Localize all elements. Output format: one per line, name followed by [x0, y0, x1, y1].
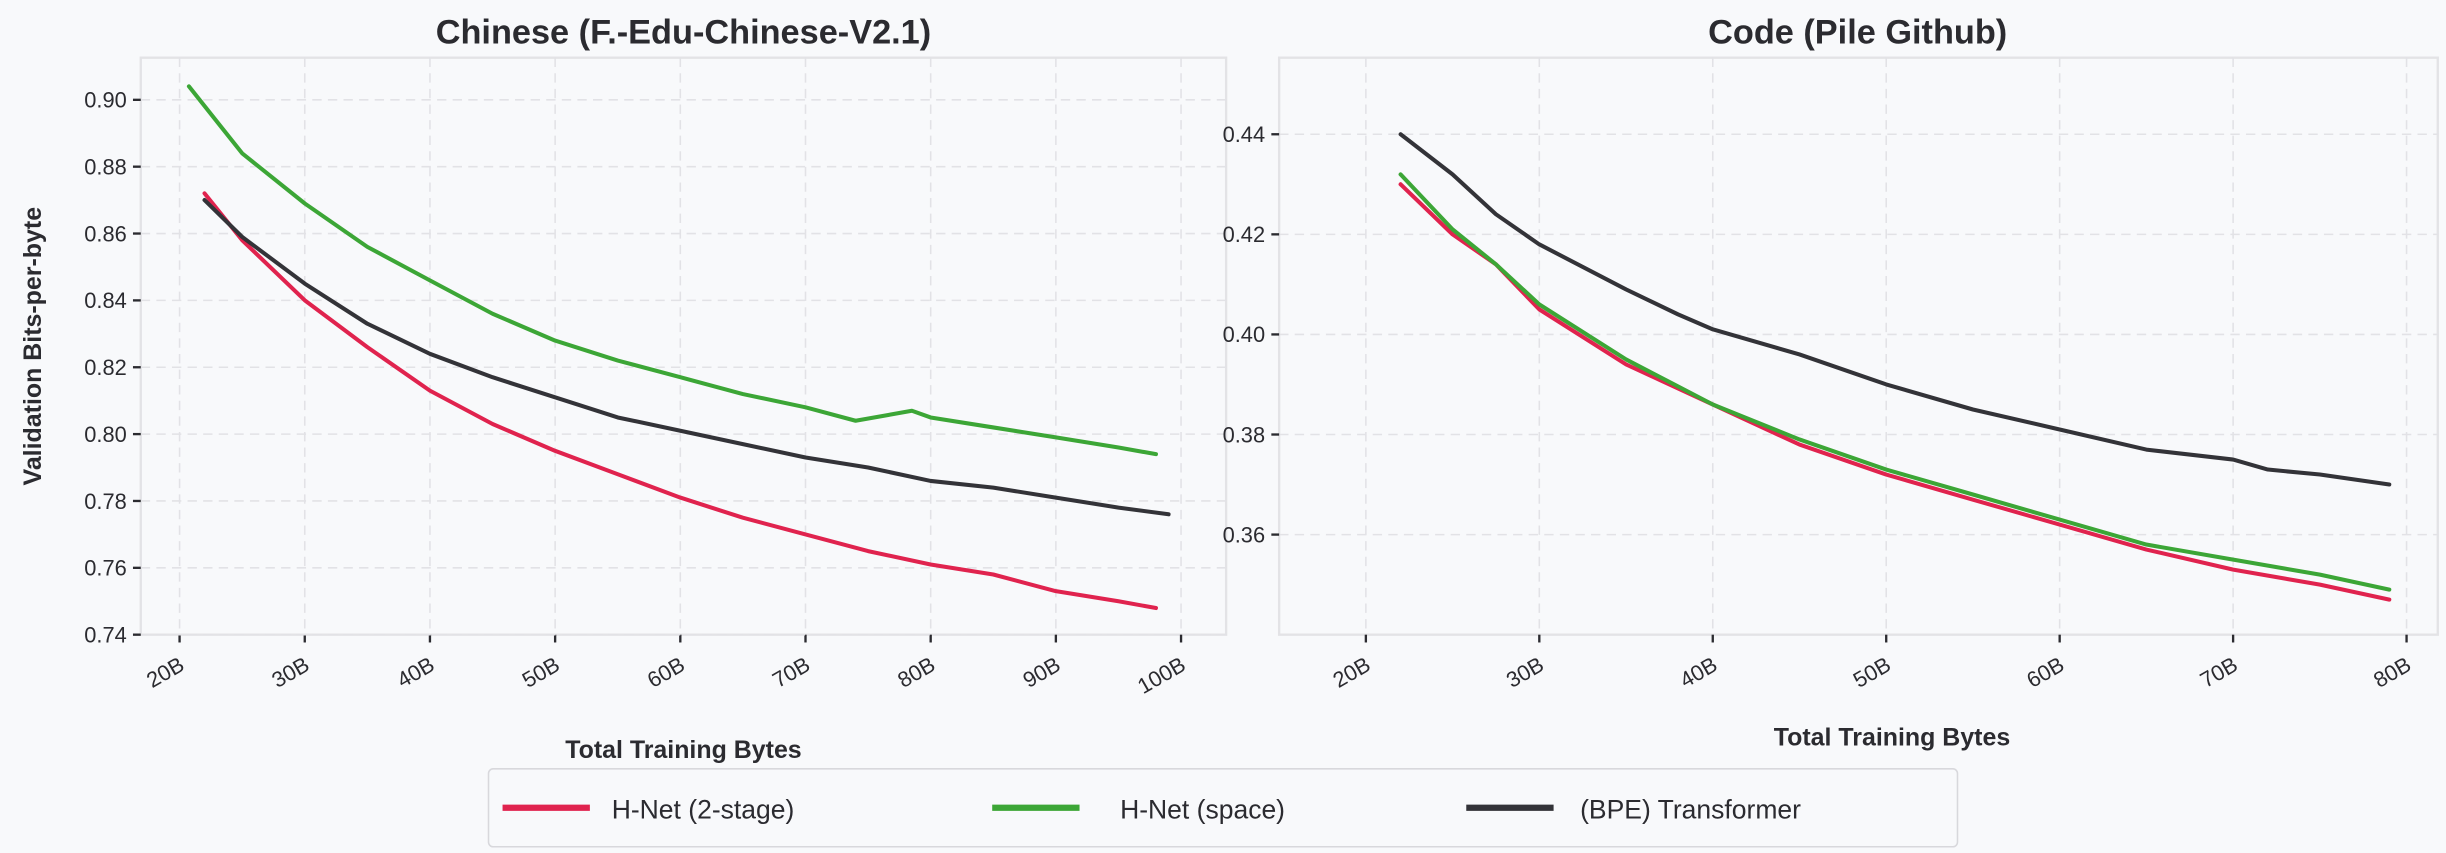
legend-frame: [487, 768, 1959, 848]
x-axis-label: Total Training Bytes: [1774, 723, 2010, 751]
x-tick-label: 30B: [267, 652, 313, 693]
x-tick-label: 20B: [1328, 652, 1374, 693]
x-tick-label: 50B: [518, 652, 564, 693]
y-tick-label: 0.76: [84, 556, 126, 581]
x-tick-label: 70B: [2196, 652, 2242, 693]
x-tick-label: 70B: [768, 652, 814, 693]
y-tick-label: 0.40: [1223, 322, 1265, 347]
x-tick-label: 100B: [1133, 652, 1190, 699]
chart-title: Code (Pile Github): [1708, 14, 2007, 52]
x-tick-label: 60B: [643, 652, 689, 693]
legend-label: H-Net (2-stage): [612, 795, 795, 825]
chart-code: 20B 30B 40B 50B 60B 70B 80B 0.36 0.38 0.40 0.42 0.4…: [1223, 14, 2439, 751]
y-tick-label: 0.82: [84, 355, 126, 380]
y-tick-label: 0.78: [84, 489, 126, 514]
y-tick-label: 0.86: [84, 221, 126, 246]
series-line-h-net-space: [186, 84, 1158, 457]
series-line-bpe-transformer: [202, 198, 1171, 517]
chart-chinese: 20B 30B 40B 50B 60B 70B 80B 90B 100B 0.74 0.76 0.78…: [19, 14, 1228, 764]
y-tick-label: 0.36: [1223, 522, 1265, 547]
x-tick-label: 40B: [1675, 652, 1721, 693]
y-tick-label: 0.90: [84, 88, 126, 113]
series-line-h-net-space: [1398, 172, 2392, 592]
plot-area: [1277, 56, 2439, 636]
series-line-bpe-transformer: [1398, 132, 2392, 487]
x-tick-label: 30B: [1502, 652, 1548, 693]
series-line-h-net-2-stage: [202, 191, 1158, 611]
y-axis-label: Validation Bits-per-byte: [19, 207, 47, 486]
y-tick-label: 0.44: [1223, 122, 1265, 147]
x-axis-label: Total Training Bytes: [565, 736, 801, 764]
x-tick-label: 80B: [893, 652, 939, 693]
x-tick-label: 20B: [142, 652, 188, 693]
chart-title: Chinese (F.-Edu-Chinese-V2.1): [436, 14, 931, 52]
y-tick-label: 0.84: [84, 288, 126, 313]
legend-label: H-Net (space): [1120, 795, 1285, 825]
x-tick-label: 60B: [2022, 652, 2068, 693]
legend-label: (BPE) Transformer: [1580, 795, 1801, 825]
x-tick-label: 50B: [1849, 652, 1895, 693]
x-tick-label: 80B: [2369, 652, 2415, 693]
y-tick-label: 0.88: [84, 154, 126, 179]
y-tick-label: 0.74: [84, 622, 126, 647]
y-tick-label: 0.80: [84, 422, 126, 447]
x-tick-label: 90B: [1018, 652, 1064, 693]
plot-area: [139, 56, 1228, 636]
y-tick-label: 0.42: [1223, 222, 1265, 247]
x-tick-label: 40B: [393, 652, 439, 693]
y-tick-label: 0.38: [1223, 422, 1265, 447]
legend: H-Net (2-stage) H-Net (space) (BPE) Tran…: [487, 768, 1959, 848]
